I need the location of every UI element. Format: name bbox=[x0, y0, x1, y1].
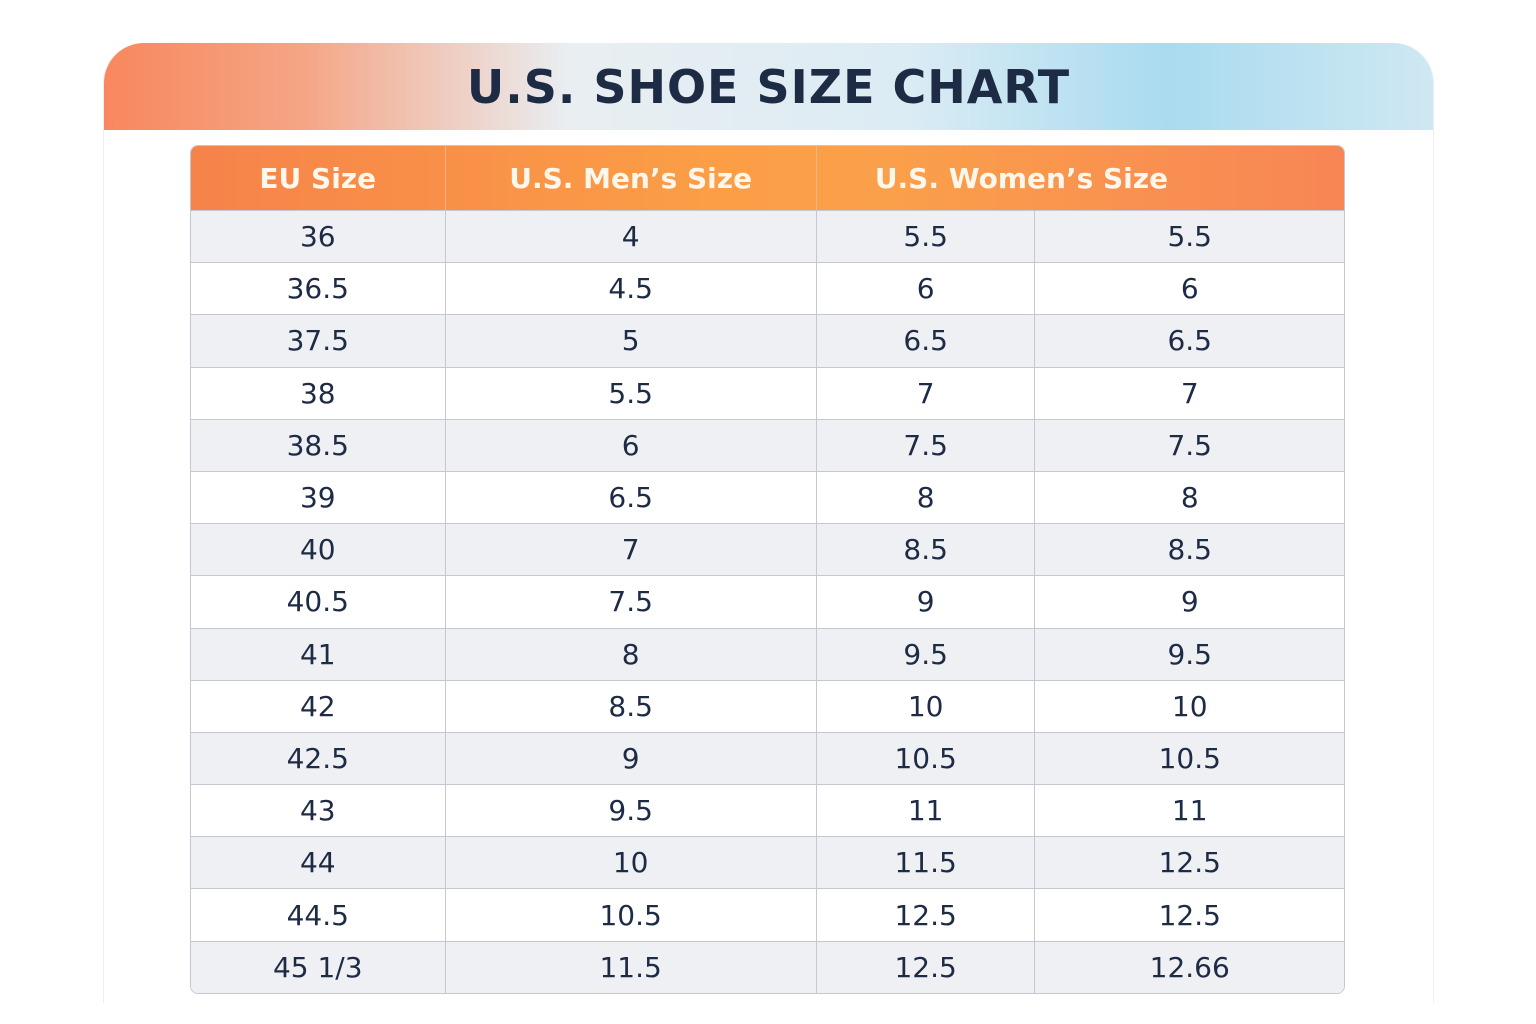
us-mens-size-cell: 5 bbox=[445, 314, 817, 367]
table-row: 38 5.5 7 7 bbox=[191, 366, 1344, 419]
us-womens-size-alt-cell: 12.5 bbox=[1035, 888, 1344, 941]
us-womens-size-alt-cell: 10 bbox=[1035, 679, 1344, 732]
us-womens-size-cell: 7.5 bbox=[816, 418, 1036, 471]
table-row: 43 9.5 11 11 bbox=[191, 784, 1344, 837]
header-us-womens-size: U.S. Women’s Size bbox=[874, 161, 1169, 195]
eu-size-cell: 36.5 bbox=[191, 262, 446, 315]
eu-size-cell: 37.5 bbox=[191, 314, 446, 367]
table-row: 42 8.5 10 10 bbox=[191, 679, 1344, 732]
table-row: 41 8 9.5 9.5 bbox=[191, 627, 1344, 680]
us-mens-size-cell: 10.5 bbox=[445, 888, 817, 941]
us-womens-size-alt-cell: 8 bbox=[1035, 470, 1344, 524]
us-mens-size-cell: 7 bbox=[445, 523, 817, 576]
us-womens-size-alt-cell: 10.5 bbox=[1035, 731, 1344, 785]
table-row: 42.5 9 10.5 10.5 bbox=[191, 731, 1344, 785]
us-mens-size-cell: 7.5 bbox=[445, 575, 817, 628]
us-womens-size-alt-cell: 7.5 bbox=[1035, 418, 1344, 471]
us-mens-size-cell: 11.5 bbox=[445, 940, 817, 993]
us-mens-size-cell: 4.5 bbox=[445, 262, 817, 315]
us-womens-size-cell: 9 bbox=[816, 575, 1036, 628]
eu-size-cell: 43 bbox=[191, 784, 446, 837]
us-womens-size-cell: 8 bbox=[816, 470, 1036, 524]
table-row: 45 1/3 11.5 12.5 12.66 bbox=[191, 940, 1344, 993]
us-womens-size-alt-cell: 11 bbox=[1035, 784, 1344, 837]
us-mens-size-cell: 8.5 bbox=[445, 679, 817, 732]
us-womens-size-cell: 10.5 bbox=[816, 731, 1036, 785]
us-womens-size-cell: 6 bbox=[816, 262, 1036, 315]
eu-size-cell: 42.5 bbox=[191, 731, 446, 785]
us-womens-size-cell: 12.5 bbox=[816, 888, 1036, 941]
eu-size-cell: 38.5 bbox=[191, 418, 446, 471]
us-womens-size-alt-cell: 9.5 bbox=[1035, 627, 1344, 680]
us-mens-size-cell: 4 bbox=[445, 210, 817, 263]
eu-size-cell: 39 bbox=[191, 470, 446, 524]
title-banner: U.S. SHOE SIZE CHART bbox=[104, 43, 1433, 130]
eu-size-cell: 41 bbox=[191, 627, 446, 680]
us-mens-size-cell: 6.5 bbox=[445, 470, 817, 524]
table-header-row: EU Size U.S. Men’s Size U.S. Women’s Siz… bbox=[191, 146, 1344, 210]
table-row: 36 4 5.5 5.5 bbox=[191, 210, 1344, 263]
us-womens-size-alt-cell: 6.5 bbox=[1035, 314, 1344, 367]
eu-size-cell: 38 bbox=[191, 366, 446, 419]
table-row: 44.5 10.5 12.5 12.5 bbox=[191, 888, 1344, 941]
table-row: 40.5 7.5 9 9 bbox=[191, 575, 1344, 628]
table-row: 40 7 8.5 8.5 bbox=[191, 523, 1344, 576]
us-womens-size-cell: 12.5 bbox=[816, 940, 1036, 993]
us-womens-size-alt-cell: 12.5 bbox=[1035, 836, 1344, 889]
header-us-mens-size: U.S. Men’s Size bbox=[446, 146, 817, 210]
eu-size-cell: 42 bbox=[191, 679, 446, 732]
eu-size-cell: 40 bbox=[191, 523, 446, 576]
eu-size-cell: 36 bbox=[191, 210, 446, 263]
us-mens-size-cell: 9 bbox=[445, 731, 817, 785]
eu-size-cell: 44.5 bbox=[191, 888, 446, 941]
table-row: 36.5 4.5 6 6 bbox=[191, 262, 1344, 315]
table-row: 37.5 5 6.5 6.5 bbox=[191, 314, 1344, 367]
us-womens-size-cell: 7 bbox=[816, 366, 1036, 419]
us-womens-size-cell: 9.5 bbox=[816, 627, 1036, 680]
us-womens-size-cell: 11 bbox=[816, 784, 1036, 837]
header-eu-size: EU Size bbox=[191, 146, 446, 210]
us-mens-size-cell: 9.5 bbox=[445, 784, 817, 837]
size-table: EU Size U.S. Men’s Size U.S. Women’s Siz… bbox=[190, 145, 1345, 994]
us-womens-size-alt-cell: 6 bbox=[1035, 262, 1344, 315]
us-mens-size-cell: 6 bbox=[445, 418, 817, 471]
us-womens-size-cell: 8.5 bbox=[816, 523, 1036, 576]
eu-size-cell: 44 bbox=[191, 836, 446, 889]
us-mens-size-cell: 8 bbox=[445, 627, 817, 680]
us-womens-size-alt-cell: 12.66 bbox=[1035, 940, 1344, 993]
us-womens-size-alt-cell: 8.5 bbox=[1035, 523, 1344, 576]
us-womens-size-cell: 10 bbox=[816, 679, 1036, 732]
us-womens-size-alt-cell: 7 bbox=[1035, 366, 1344, 419]
us-mens-size-cell: 10 bbox=[445, 836, 817, 889]
us-womens-size-cell: 5.5 bbox=[816, 210, 1036, 263]
us-womens-size-cell: 6.5 bbox=[816, 314, 1036, 367]
table-row: 39 6.5 8 8 bbox=[191, 470, 1344, 524]
us-womens-size-alt-cell: 5.5 bbox=[1035, 210, 1344, 263]
table-row: 44 10 11.5 12.5 bbox=[191, 836, 1344, 889]
us-womens-size-cell: 11.5 bbox=[816, 836, 1036, 889]
table-row: 38.5 6 7.5 7.5 bbox=[191, 418, 1344, 471]
page-title: U.S. SHOE SIZE CHART bbox=[466, 59, 1071, 114]
us-womens-size-alt-cell: 9 bbox=[1035, 575, 1344, 628]
eu-size-cell: 45 1/3 bbox=[191, 940, 446, 993]
us-mens-size-cell: 5.5 bbox=[445, 366, 817, 419]
eu-size-cell: 40.5 bbox=[191, 575, 446, 628]
